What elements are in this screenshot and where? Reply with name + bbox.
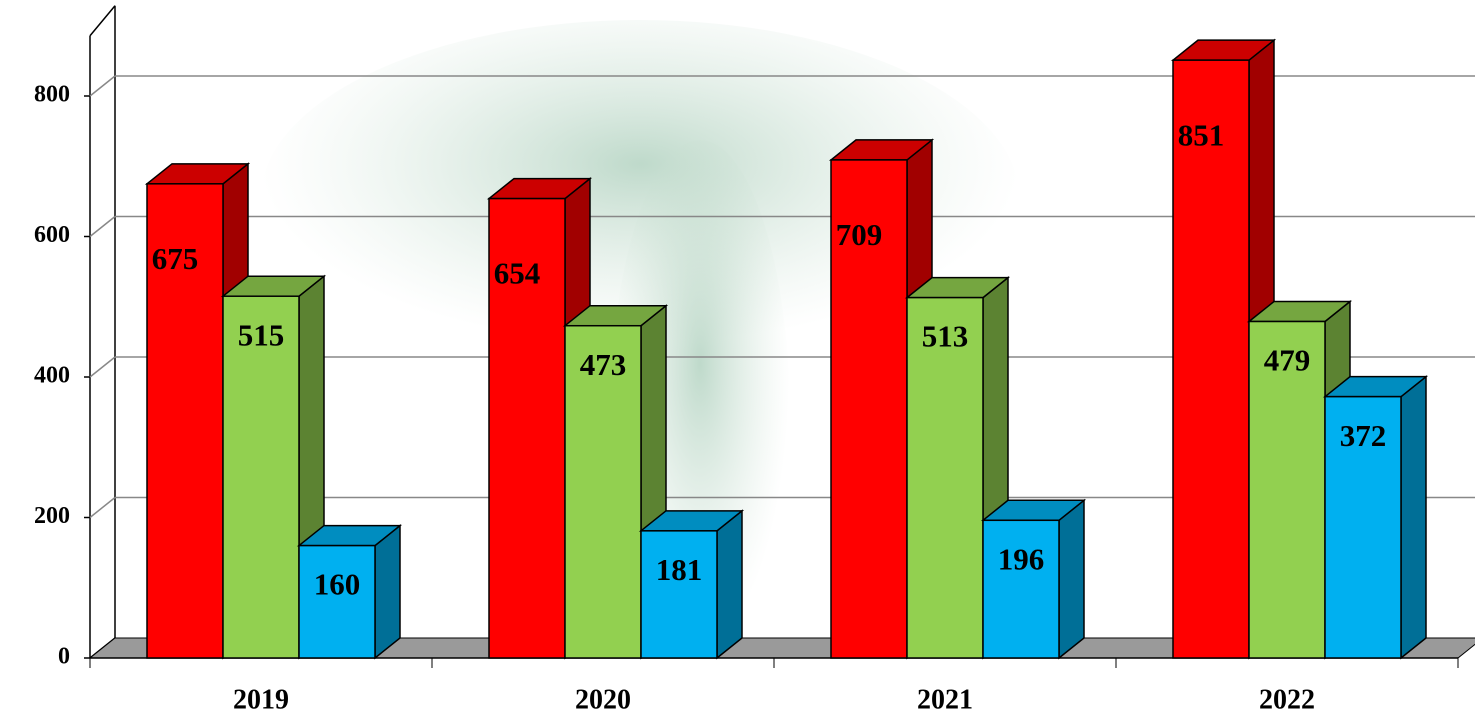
x-tick-label: 2019 [233,684,289,715]
bar [830,159,908,659]
data-label: 675 [152,241,199,276]
y-tick-label: 0 [58,644,70,670]
x-tick-label: 2021 [917,684,973,715]
bar [1324,395,1402,659]
y-tick-label: 200 [34,503,70,529]
data-label: 181 [656,552,703,587]
left-wall [89,5,116,37]
data-label: 515 [238,317,285,352]
y-tick-label: 600 [34,222,70,248]
background-decoration [260,20,1020,700]
grid-line [89,215,116,238]
data-label: 160 [314,567,361,602]
data-label: 196 [998,541,1045,576]
data-label: 473 [580,347,627,382]
bar-side [1400,375,1427,660]
data-label: 513 [922,319,969,354]
data-label: 372 [1340,418,1387,453]
data-label: 709 [836,217,883,252]
y-tick-label: 400 [34,363,70,389]
data-label: 654 [494,256,541,291]
y-tick-label: 800 [34,82,70,108]
grid-line [89,496,116,519]
bar [564,324,642,659]
bar [906,296,984,659]
x-tick-label: 2022 [1259,684,1315,715]
bar [982,519,1060,659]
bar [1172,59,1250,659]
bar [640,530,718,659]
data-label: 479 [1264,343,1311,378]
bar [222,295,300,659]
bar [488,197,566,659]
bar-side [374,524,401,660]
x-tick-label: 2020 [575,684,631,715]
bar [1248,320,1326,659]
bar-side [1058,498,1085,660]
grid-line [89,75,116,97]
bar [146,183,224,659]
data-label: 851 [1178,117,1225,152]
grid-line [89,356,116,378]
bar-side [716,509,743,660]
bar [298,544,376,659]
